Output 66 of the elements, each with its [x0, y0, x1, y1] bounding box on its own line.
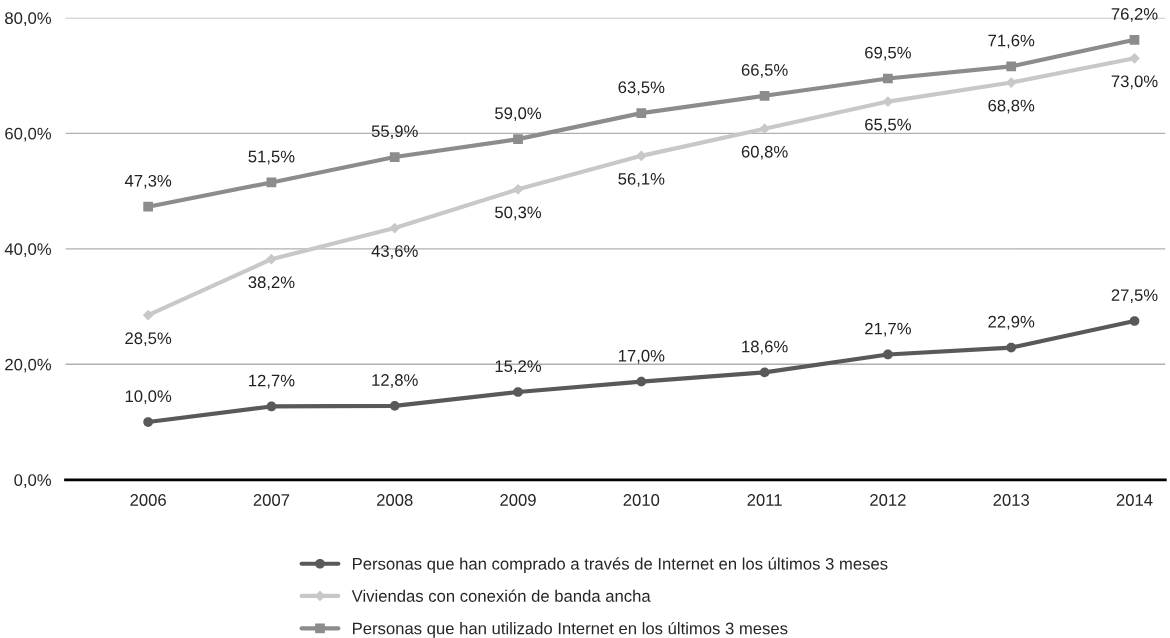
point — [636, 376, 647, 387]
point — [1129, 52, 1140, 64]
x-tick-label: 2009 — [500, 494, 536, 506]
data-label: 18,6% — [742, 340, 788, 355]
x-tick-label: 2010 — [623, 494, 660, 506]
data-label: 68,8% — [988, 99, 1035, 114]
data-label: 47,3% — [124, 174, 172, 189]
point — [1129, 34, 1140, 45]
point — [1006, 342, 1017, 353]
data-label: 73,0% — [1111, 75, 1158, 90]
data-label: 27,5% — [1111, 289, 1158, 303]
y-tick-label: 0,0% — [14, 474, 52, 488]
point — [389, 152, 400, 162]
point — [883, 73, 893, 84]
data-label: 21,7% — [865, 322, 911, 337]
point — [636, 108, 647, 118]
data-label: 38,2% — [248, 276, 295, 291]
point — [266, 401, 277, 412]
data-label: 71,6% — [988, 34, 1035, 49]
data-label: 76,2% — [1111, 8, 1158, 22]
x-tick-label: 2008 — [377, 494, 413, 506]
y-tick-label: 60,0% — [5, 127, 52, 142]
y-tick-label: 40,0% — [4, 243, 52, 257]
data-label: 17,0% — [618, 349, 665, 364]
data-label: 12,8% — [372, 374, 418, 388]
y-tick-label: 20,0% — [5, 358, 52, 373]
data-label: 55,9% — [371, 125, 418, 140]
data-label: 12,7% — [249, 374, 295, 389]
x-tick-label: 2011 — [747, 494, 782, 506]
data-label: 60,8% — [741, 145, 788, 160]
data-label: 63,5% — [618, 81, 665, 96]
data-label: 28,5% — [125, 332, 172, 347]
point — [143, 417, 153, 427]
point — [1129, 316, 1140, 326]
data-label: 56,1% — [618, 172, 665, 187]
data-label: 10,0% — [125, 390, 172, 405]
legend-label: Personas que han comprado a través de Internet en los últimos 3 meses — [353, 557, 888, 574]
data-label: 15,2% — [495, 360, 542, 375]
point — [1006, 61, 1017, 72]
point — [512, 183, 524, 195]
point — [759, 367, 770, 378]
point — [513, 134, 523, 144]
data-label: 22,9% — [988, 315, 1035, 330]
data-label: 51,5% — [248, 150, 295, 165]
x-tick-label: 2007 — [253, 494, 290, 506]
legend-label: Viviendas con conexión de banda ancha — [351, 589, 651, 602]
x-tick-label: 2013 — [993, 494, 1030, 506]
point — [389, 222, 401, 234]
legend-label: Personas que han utilizado Internet en los últimos 3 meses — [353, 621, 788, 638]
x-tick-label: 2012 — [870, 494, 906, 506]
data-label: 43,6% — [371, 245, 418, 259]
point — [266, 253, 277, 265]
data-label: 66,5% — [741, 64, 788, 78]
point — [513, 387, 523, 397]
data-label: 59,0% — [495, 107, 542, 122]
data-label: 65,5% — [865, 118, 911, 133]
x-tick-label: 2006 — [130, 494, 166, 506]
point — [389, 401, 400, 411]
point — [883, 349, 893, 360]
point — [143, 201, 153, 212]
x-tick-label: 2014 — [1116, 494, 1153, 506]
y-tick-label: 80,0% — [5, 12, 52, 27]
data-label: 50,3% — [495, 206, 542, 221]
data-label: 69,5% — [865, 46, 911, 61]
point — [142, 309, 154, 321]
point — [759, 90, 770, 101]
